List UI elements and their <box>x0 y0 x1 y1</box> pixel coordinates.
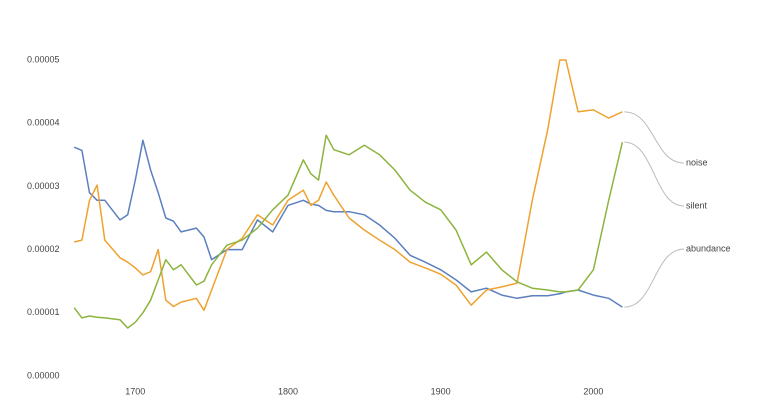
connector <box>624 111 685 164</box>
x-tick-label: 1700 <box>125 386 145 396</box>
y-tick-label: 0.00005 <box>27 54 60 64</box>
line <box>73 134 624 329</box>
connector <box>624 141 685 207</box>
x-tick-label: 2000 <box>583 386 603 396</box>
y-tick-label: 0.00004 <box>27 118 60 128</box>
line <box>74 59 623 312</box>
legend-label: silent <box>686 200 708 210</box>
y-tick-label: 0.00000 <box>27 370 60 380</box>
y-tick-label: 0.00003 <box>27 181 60 191</box>
x-tick-label: 1900 <box>431 386 451 396</box>
y-tick-label: 0.00001 <box>27 307 60 317</box>
connector <box>624 248 685 308</box>
y-tick-label: 0.00002 <box>27 244 60 254</box>
legend-label: noise <box>686 157 708 167</box>
legend-label: abundance <box>686 243 731 253</box>
x-tick-label: 1800 <box>278 386 298 396</box>
